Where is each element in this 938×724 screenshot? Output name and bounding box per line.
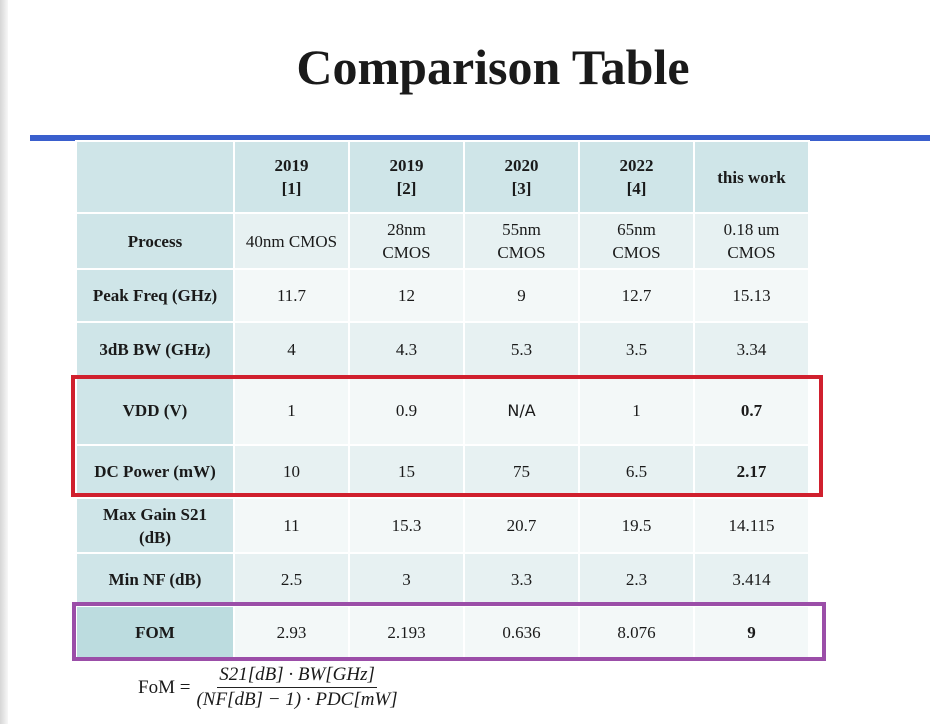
table-cell: Process xyxy=(75,212,235,270)
table-row: Peak Freq (GHz) 11.7 12 9 12.7 15.13 xyxy=(75,268,810,323)
table-cell: 4.3 xyxy=(348,321,465,377)
table-cell: 2022 [4] xyxy=(578,140,695,214)
table-cell: 3.5 xyxy=(578,321,695,377)
table-cell: FOM xyxy=(75,605,235,660)
table-cell: this work xyxy=(693,140,810,214)
table-cell: 9 xyxy=(693,605,810,660)
table-cell: 2.17 xyxy=(693,444,810,499)
table-cell: 12.7 xyxy=(578,268,695,323)
denominator: (NF[dB] − 1) · PDC[mW] xyxy=(196,689,398,710)
table-cell: 3.414 xyxy=(693,552,810,607)
table-cell: 65nm CMOS xyxy=(578,212,695,270)
table-cell: 9 xyxy=(463,268,580,323)
table-cell: 4 xyxy=(233,321,350,377)
table-cell: 0.9 xyxy=(348,375,465,446)
table-cell: 15 xyxy=(348,444,465,499)
table-cell: 14.115 xyxy=(693,497,810,554)
table-row: Process 40nm CMOS 28nm CMOS 55nm CMOS 65nm C… xyxy=(75,212,810,270)
table-cell: 20.7 xyxy=(463,497,580,554)
table-cell: 0.18 um CMOS xyxy=(693,212,810,270)
table-row: 3dB BW (GHz) 4 4.3 5.3 3.5 3.34 xyxy=(75,321,810,377)
table-cell: 1 xyxy=(578,375,695,446)
table-cell: 19.5 xyxy=(578,497,695,554)
table-cell: 2019 [2] xyxy=(348,140,465,214)
comparison-table: 2019 [1] 2019 [2] 2020 [3] 2022 [4] this wor… xyxy=(75,140,810,660)
table-cell: 10 xyxy=(233,444,350,499)
table-cell: 15.13 xyxy=(693,268,810,323)
table-cell: 2.93 xyxy=(233,605,350,660)
numerator: S21[dB] · BW[GHz] xyxy=(217,664,377,688)
table-cell: 28nm CMOS xyxy=(348,212,465,270)
table-cell: 2020 [3] xyxy=(463,140,580,214)
table-cell: 3.34 xyxy=(693,321,810,377)
table-row: VDD (V) 1 0.9 N/A 1 0.7 xyxy=(75,375,810,446)
title-rule xyxy=(30,135,930,141)
table-cell: 0.7 xyxy=(693,375,810,446)
table-cell: DC Power (mW) xyxy=(75,444,235,499)
formula-lhs: FoM = xyxy=(138,676,191,698)
table-cell: 75 xyxy=(463,444,580,499)
table-cell: 8.076 xyxy=(578,605,695,660)
table-cell: 11.7 xyxy=(233,268,350,323)
table-cell: 6.5 xyxy=(578,444,695,499)
slide-title: Comparison Table xyxy=(296,39,690,95)
table-row: Min NF (dB) 2.5 3 3.3 2.3 3.414 xyxy=(75,552,810,607)
slide-edge xyxy=(0,0,8,724)
highlight-box xyxy=(72,602,826,661)
table-cell: N/A xyxy=(463,375,580,446)
table-cell: 3 xyxy=(348,552,465,607)
table-cell: Peak Freq (GHz) xyxy=(75,268,235,323)
table-cell: VDD (V) xyxy=(75,375,235,446)
fraction: S21[dB] · BW[GHz] (NF[dB] − 1) · PDC[mW] xyxy=(196,664,397,711)
table-row: DC Power (mW) 10 15 75 6.5 2.17 xyxy=(75,444,810,499)
table-cell: 40nm CMOS xyxy=(233,212,350,270)
table-cell: 2.193 xyxy=(348,605,465,660)
table-cell: 3.3 xyxy=(463,552,580,607)
table-cell: 12 xyxy=(348,268,465,323)
table-cell: 11 xyxy=(233,497,350,554)
fom-formula: FoM = S21[dB] · BW[GHz] (NF[dB] − 1) · P… xyxy=(138,664,398,711)
table-cell: 5.3 xyxy=(463,321,580,377)
table-row: 2019 [1] 2019 [2] 2020 [3] 2022 [4] this wor… xyxy=(75,140,810,214)
table-cell: 1 xyxy=(233,375,350,446)
table-cell: 2019 [1] xyxy=(233,140,350,214)
table-cell xyxy=(75,140,235,214)
table-cell: Max Gain S21 (dB) xyxy=(75,497,235,554)
table-cell: 2.3 xyxy=(578,552,695,607)
table-cell: 55nm CMOS xyxy=(463,212,580,270)
table-cell: 2.5 xyxy=(233,552,350,607)
table-cell: 3dB BW (GHz) xyxy=(75,321,235,377)
table-row: FOM 2.93 2.193 0.636 8.076 9 xyxy=(75,605,810,660)
highlight-box xyxy=(71,375,823,497)
table-cell: 15.3 xyxy=(348,497,465,554)
table-cell: Min NF (dB) xyxy=(75,552,235,607)
table-row: Max Gain S21 (dB) 11 15.3 20.7 19.5 14.115 xyxy=(75,497,810,554)
